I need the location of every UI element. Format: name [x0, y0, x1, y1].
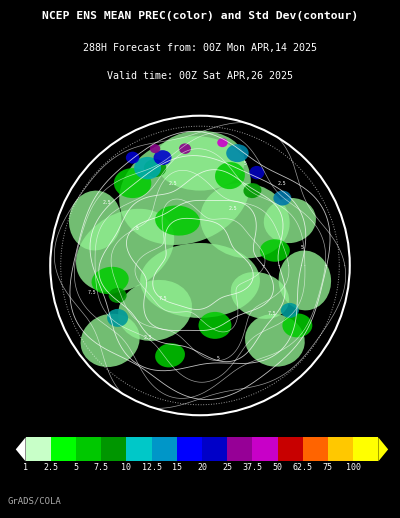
Text: 25: 25	[222, 463, 232, 472]
Ellipse shape	[92, 267, 129, 294]
Ellipse shape	[245, 314, 305, 367]
Text: 2.5: 2.5	[278, 181, 287, 185]
Ellipse shape	[179, 143, 191, 154]
Text: 50: 50	[272, 463, 282, 472]
Bar	[202, 437, 227, 462]
Bar	[152, 437, 177, 462]
Text: 7.5: 7.5	[158, 296, 167, 301]
Ellipse shape	[278, 251, 331, 310]
Ellipse shape	[155, 131, 245, 191]
Bar	[303, 437, 328, 462]
Ellipse shape	[250, 166, 264, 179]
Polygon shape	[16, 437, 26, 462]
Ellipse shape	[69, 191, 122, 251]
Ellipse shape	[200, 183, 290, 258]
Text: 288H Forecast from: 00Z Mon APR,14 2025: 288H Forecast from: 00Z Mon APR,14 2025	[83, 43, 317, 53]
Text: 75: 75	[323, 463, 333, 472]
Ellipse shape	[282, 313, 312, 337]
Text: 15: 15	[172, 463, 182, 472]
Text: 10: 10	[121, 463, 131, 472]
Text: 2.5: 2.5	[169, 181, 177, 185]
Ellipse shape	[80, 314, 140, 367]
Ellipse shape	[215, 162, 245, 189]
Text: 5: 5	[216, 356, 220, 361]
Text: 5: 5	[300, 245, 303, 250]
Ellipse shape	[244, 183, 261, 198]
Ellipse shape	[118, 280, 192, 341]
Text: 12.5: 12.5	[142, 463, 162, 472]
Bar	[252, 437, 278, 462]
Ellipse shape	[140, 243, 260, 318]
Ellipse shape	[281, 303, 299, 318]
Text: 62.5: 62.5	[293, 463, 313, 472]
Ellipse shape	[154, 150, 172, 165]
Text: Valid time: 00Z Sat APR,26 2025: Valid time: 00Z Sat APR,26 2025	[107, 71, 293, 81]
Ellipse shape	[114, 168, 151, 198]
Text: 1: 1	[23, 463, 28, 472]
Bar	[328, 437, 353, 462]
Bar	[126, 437, 152, 462]
Bar	[227, 437, 252, 462]
Ellipse shape	[76, 209, 174, 292]
Bar	[76, 437, 101, 462]
Ellipse shape	[109, 288, 127, 303]
Ellipse shape	[150, 144, 160, 153]
Bar	[51, 437, 76, 462]
Ellipse shape	[155, 206, 200, 236]
Bar	[353, 437, 378, 462]
Text: 37.5: 37.5	[242, 463, 262, 472]
Text: 7.5: 7.5	[88, 290, 96, 295]
Polygon shape	[50, 116, 350, 415]
Bar	[177, 437, 202, 462]
Ellipse shape	[144, 159, 166, 177]
Text: 2.5: 2.5	[103, 200, 112, 205]
Ellipse shape	[264, 198, 316, 243]
Ellipse shape	[273, 191, 291, 206]
Ellipse shape	[119, 136, 251, 245]
Text: 2.5: 2.5	[229, 206, 237, 211]
Text: 5: 5	[244, 161, 246, 166]
Text: NCEP ENS MEAN PREC(color) and Std Dev(contour): NCEP ENS MEAN PREC(color) and Std Dev(co…	[42, 11, 358, 21]
Bar	[101, 437, 126, 462]
Ellipse shape	[155, 343, 185, 367]
Ellipse shape	[134, 157, 161, 179]
Ellipse shape	[217, 138, 228, 147]
Ellipse shape	[226, 144, 249, 162]
Text: 20: 20	[197, 463, 207, 472]
Text: 2.5: 2.5	[143, 335, 152, 340]
Text: 100: 100	[346, 463, 361, 472]
Text: 2.5: 2.5	[43, 463, 58, 472]
Bar	[26, 437, 51, 462]
Text: 5: 5	[74, 463, 78, 472]
Ellipse shape	[260, 239, 290, 262]
Text: 7.5: 7.5	[94, 463, 109, 472]
Polygon shape	[378, 437, 388, 462]
Text: 5: 5	[136, 225, 138, 231]
Ellipse shape	[231, 272, 289, 319]
Ellipse shape	[198, 312, 232, 339]
Text: GrADS/COLA: GrADS/COLA	[8, 496, 62, 506]
Ellipse shape	[126, 152, 139, 164]
Bar	[278, 437, 303, 462]
Ellipse shape	[107, 309, 128, 327]
Text: 7.5: 7.5	[268, 311, 276, 316]
Circle shape	[50, 116, 350, 415]
